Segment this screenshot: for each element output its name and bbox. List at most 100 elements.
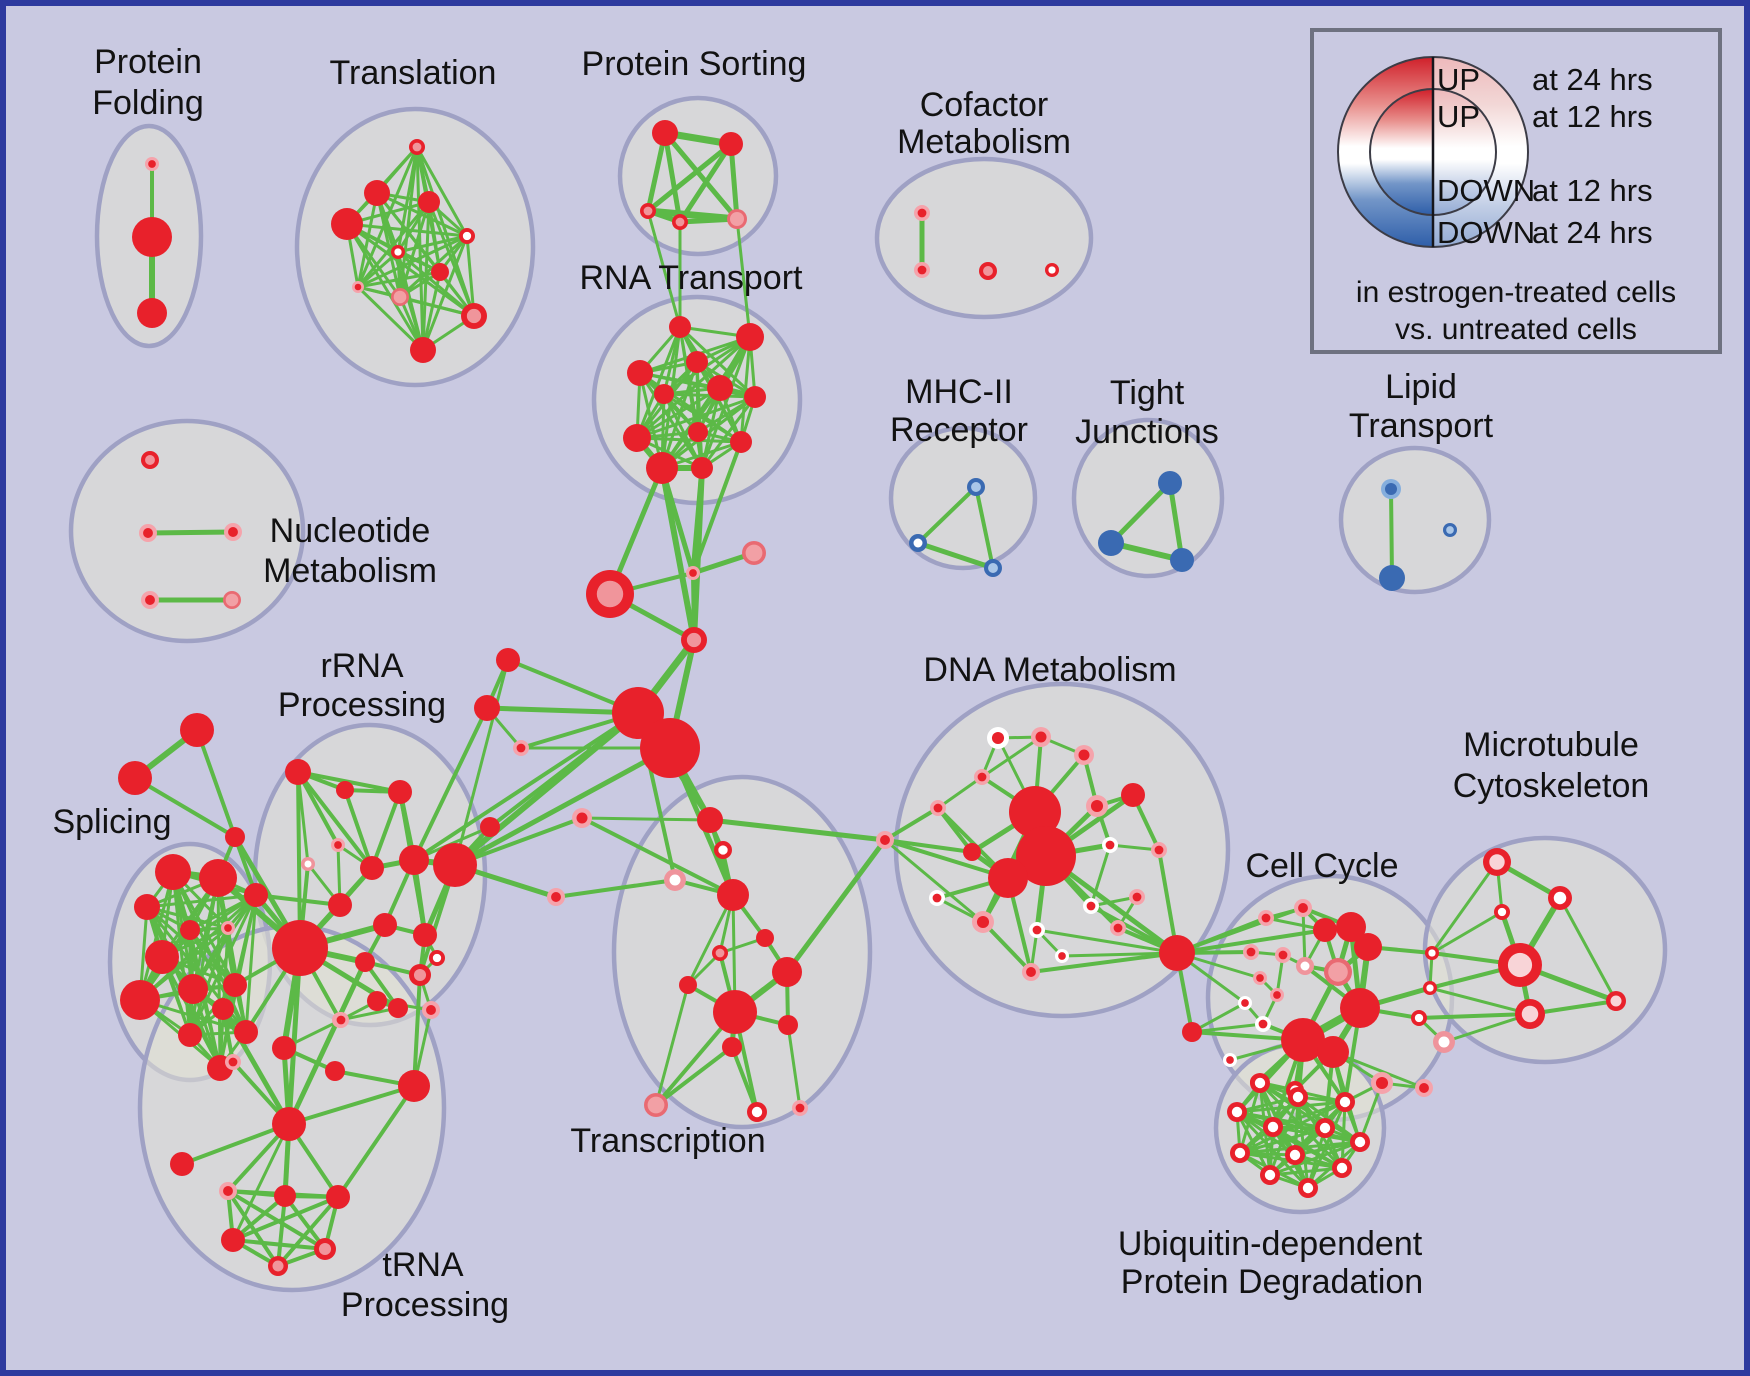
node-cc12[interactable]: [1354, 933, 1382, 961]
node-cc4[interactable]: [1275, 947, 1291, 963]
node-ub4[interactable]: [1227, 1102, 1247, 1122]
node-nm4[interactable]: [141, 591, 159, 609]
node-rt8[interactable]: [688, 422, 708, 442]
node-pf2[interactable]: [132, 217, 172, 257]
node-pf1[interactable]: [145, 157, 159, 171]
node-rt2[interactable]: [736, 323, 764, 351]
node-rt9[interactable]: [623, 424, 651, 452]
node-cc21[interactable]: [1423, 981, 1437, 995]
node-rt5[interactable]: [707, 375, 733, 401]
node-tx11[interactable]: [713, 990, 757, 1034]
node-nm5[interactable]: [223, 591, 241, 609]
node-dm2[interactable]: [1031, 727, 1051, 747]
node-rr1[interactable]: [285, 759, 311, 785]
node-cc15[interactable]: [1281, 1018, 1325, 1062]
node-tx9[interactable]: [679, 976, 697, 994]
node-tx16[interactable]: [792, 1100, 808, 1116]
node-dm1[interactable]: [987, 727, 1009, 749]
node-rr20[interactable]: [422, 1001, 440, 1019]
node-rt3[interactable]: [627, 360, 653, 386]
node-rr4[interactable]: [331, 838, 345, 852]
node-lp1[interactable]: [1381, 479, 1401, 499]
node-br2[interactable]: [742, 541, 766, 565]
node-dm4[interactable]: [974, 769, 990, 785]
node-tx10[interactable]: [772, 957, 802, 987]
node-rr19[interactable]: [367, 991, 387, 1011]
node-pf3[interactable]: [137, 298, 167, 328]
node-tx14[interactable]: [644, 1093, 668, 1117]
node-cc7[interactable]: [1270, 988, 1284, 1002]
node-rr3[interactable]: [388, 780, 412, 804]
node-dm23[interactable]: [876, 831, 894, 849]
node-dm5[interactable]: [930, 800, 946, 816]
node-tr10[interactable]: [461, 303, 487, 329]
node-mt5[interactable]: [1498, 943, 1542, 987]
node-lh1[interactable]: [496, 648, 520, 672]
node-rr8[interactable]: [433, 843, 477, 887]
node-dm8[interactable]: [1009, 786, 1061, 838]
node-hub2[interactable]: [640, 718, 700, 778]
node-tr9[interactable]: [391, 288, 409, 306]
node-rr17[interactable]: [429, 950, 445, 966]
node-rt4[interactable]: [686, 351, 708, 373]
node-tx1[interactable]: [697, 807, 723, 833]
node-br1[interactable]: [686, 566, 700, 580]
node-ub5[interactable]: [1263, 1117, 1283, 1137]
node-sp7[interactable]: [145, 940, 179, 974]
node-mh1[interactable]: [967, 478, 985, 496]
node-tnh6[interactable]: [268, 1256, 288, 1276]
node-lh3[interactable]: [513, 740, 529, 756]
node-cc24[interactable]: [1415, 1079, 1433, 1097]
node-dm11[interactable]: [988, 858, 1028, 898]
node-lh2[interactable]: [474, 695, 500, 721]
node-tnh1[interactable]: [219, 1182, 237, 1200]
node-ub12[interactable]: [1298, 1178, 1318, 1198]
node-tr7[interactable]: [431, 263, 449, 281]
node-ch2[interactable]: [225, 1054, 241, 1070]
node-cf3[interactable]: [979, 262, 997, 280]
node-dm20[interactable]: [1055, 949, 1069, 963]
node-tnh2[interactable]: [274, 1185, 296, 1207]
node-cf2[interactable]: [914, 262, 930, 278]
node-cc10[interactable]: [1313, 918, 1337, 942]
node-cf1[interactable]: [914, 205, 930, 221]
node-tnh4[interactable]: [221, 1228, 245, 1252]
node-cc5[interactable]: [1296, 957, 1314, 975]
node-cf4[interactable]: [1045, 263, 1059, 277]
node-rr12[interactable]: [413, 923, 437, 947]
node-rt6[interactable]: [744, 386, 766, 408]
node-dmH[interactable]: [1159, 935, 1195, 971]
node-tr2[interactable]: [364, 180, 390, 206]
node-tnh5[interactable]: [314, 1238, 336, 1260]
node-dm17[interactable]: [1083, 898, 1099, 914]
node-rr7[interactable]: [399, 845, 429, 875]
node-dm22[interactable]: [1182, 1022, 1202, 1042]
node-sp11[interactable]: [178, 1023, 202, 1047]
node-dm19[interactable]: [1110, 920, 1126, 936]
node-sp9[interactable]: [223, 973, 247, 997]
node-ub1[interactable]: [1250, 1073, 1270, 1093]
node-dm10[interactable]: [963, 843, 981, 861]
node-rr13[interactable]: [355, 952, 375, 972]
node-cc14[interactable]: [1340, 988, 1380, 1028]
node-mt7[interactable]: [1606, 991, 1626, 1011]
node-sp2[interactable]: [199, 859, 237, 897]
node-br4[interactable]: [681, 627, 707, 653]
node-spA[interactable]: [180, 713, 214, 747]
node-ub10[interactable]: [1332, 1158, 1352, 1178]
node-sp8[interactable]: [178, 974, 208, 1004]
node-tx15[interactable]: [747, 1102, 767, 1122]
node-spB[interactable]: [118, 761, 152, 795]
node-tr3[interactable]: [418, 191, 440, 213]
node-rt7[interactable]: [654, 384, 674, 404]
node-ub3[interactable]: [1335, 1092, 1355, 1112]
node-tx13[interactable]: [722, 1037, 742, 1057]
node-cc6[interactable]: [1253, 971, 1267, 985]
node-mt1[interactable]: [1483, 848, 1511, 876]
node-cc2[interactable]: [1294, 899, 1312, 917]
node-dm6[interactable]: [1086, 795, 1108, 817]
node-nm2[interactable]: [139, 524, 157, 542]
node-mt6[interactable]: [1515, 999, 1545, 1029]
node-dm9[interactable]: [1016, 826, 1076, 886]
node-tj2[interactable]: [1098, 530, 1124, 556]
